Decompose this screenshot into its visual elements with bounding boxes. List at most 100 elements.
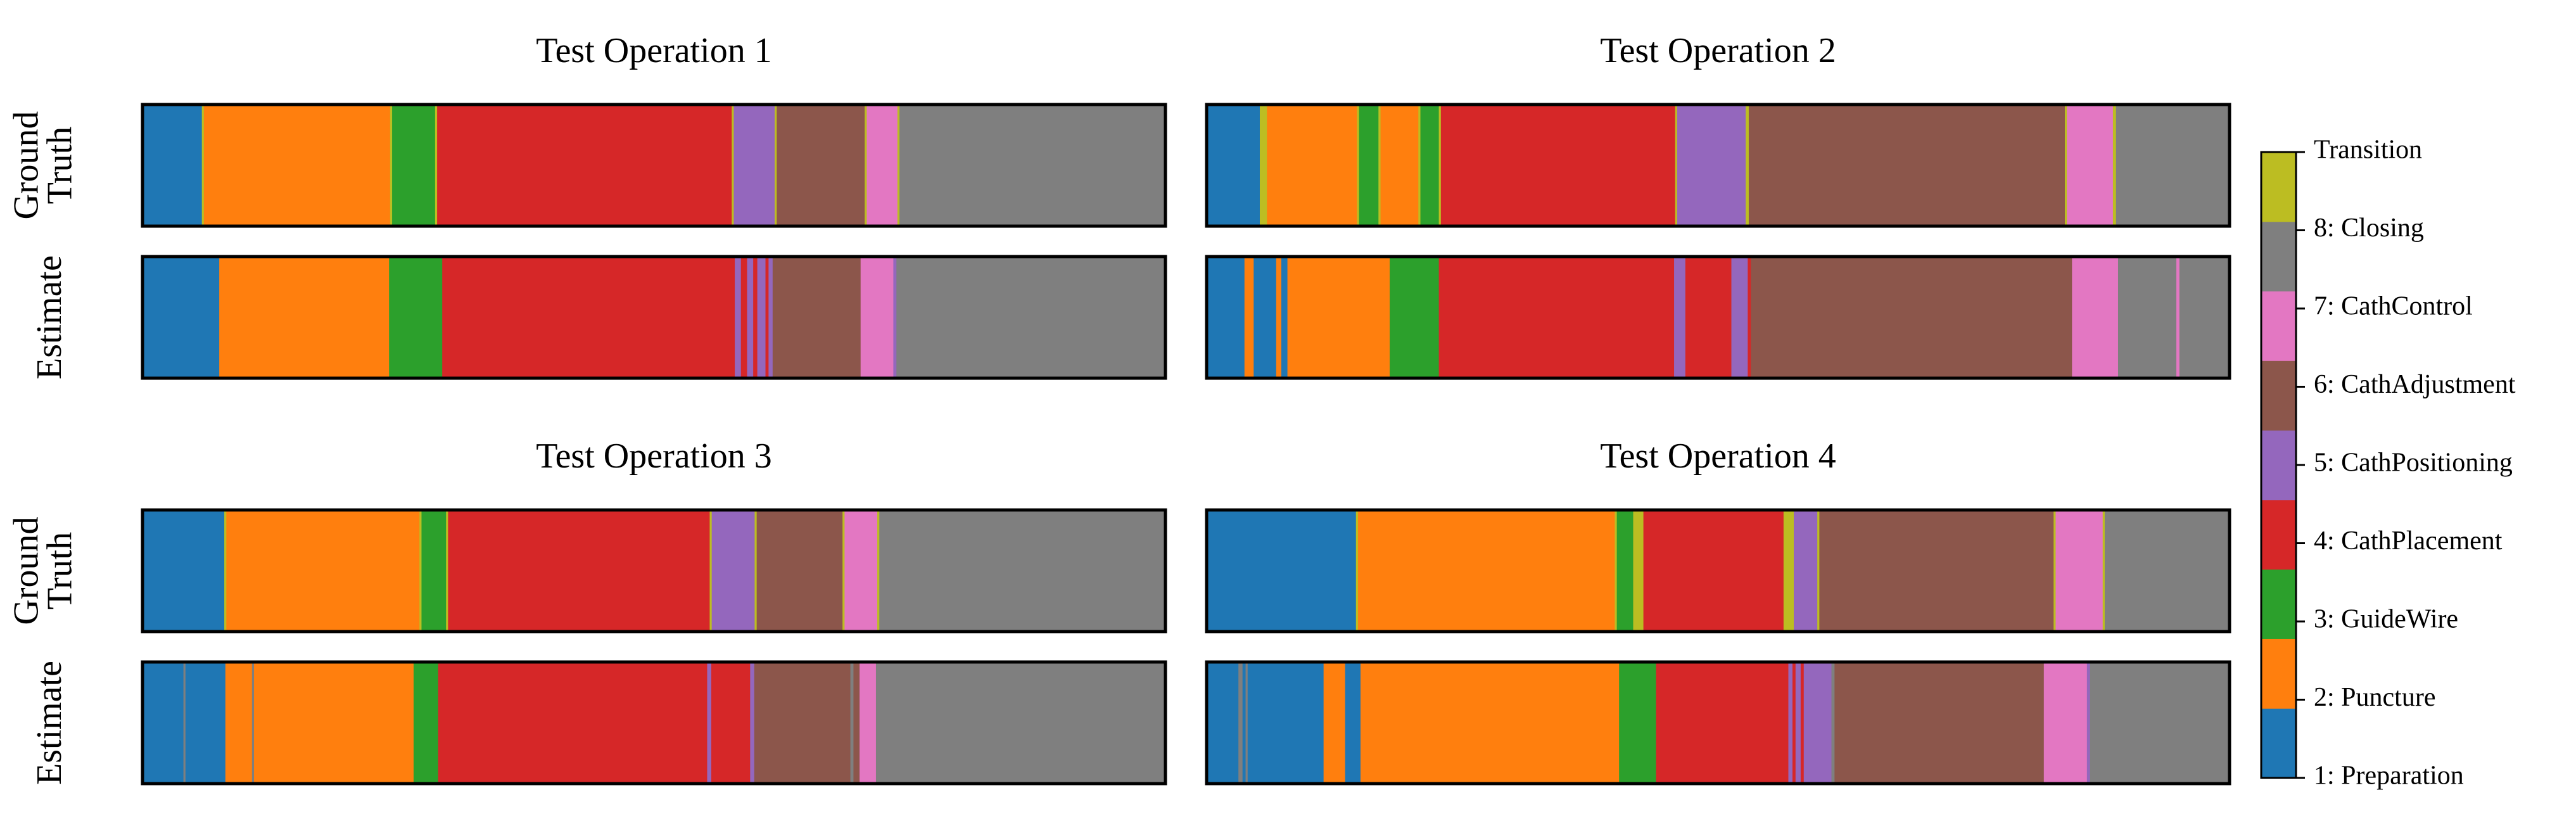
phase-segment-T-3 bbox=[390, 105, 393, 226]
phase-segment-5-12 bbox=[1795, 662, 1801, 784]
colorbar-label-8: 8: Closing bbox=[2314, 213, 2424, 243]
phase-segment-8-14 bbox=[2104, 510, 2230, 632]
phase-segment-8-14 bbox=[879, 510, 1166, 632]
phase-segment-4-7 bbox=[753, 257, 758, 378]
phase-segment-T-9 bbox=[1817, 510, 1820, 632]
phase-segment-3-4 bbox=[1616, 510, 1634, 632]
operation-panel-2: Test Operation 2 bbox=[1205, 31, 2231, 380]
phase-segment-1-0 bbox=[1207, 257, 1245, 378]
phase-segment-5-10 bbox=[1788, 662, 1793, 784]
phase-segment-4-13 bbox=[1800, 662, 1805, 784]
bar-frame bbox=[1205, 508, 2231, 633]
phase-segment-T-5 bbox=[446, 510, 449, 632]
colorbar-label-3: 3: GuideWire bbox=[2314, 605, 2458, 634]
phase-segment-6-14 bbox=[1748, 105, 2065, 226]
colorbar-label-5: 5: CathPositioning bbox=[2314, 449, 2513, 478]
phase-segment-4-7 bbox=[1438, 257, 1675, 378]
phase-segment-T-1 bbox=[224, 510, 227, 632]
phase-segment-T-1 bbox=[1259, 105, 1267, 226]
phase-segment-7-16 bbox=[2067, 105, 2114, 226]
panel-title: Test Operation 1 bbox=[536, 31, 771, 70]
estimate-label: Estimate bbox=[30, 661, 69, 785]
phase-segment-1-4 bbox=[1247, 662, 1324, 784]
phase-segment-8-15 bbox=[875, 662, 1166, 784]
phase-segment-4-9 bbox=[1656, 662, 1789, 784]
colorbar-label-1: 1: Preparation bbox=[2314, 761, 2464, 791]
phase-segment-4-6 bbox=[1643, 510, 1784, 632]
phase-segment-T-3 bbox=[1615, 510, 1618, 632]
phase-segment-5-4 bbox=[735, 257, 742, 378]
phase-segment-2-6 bbox=[1380, 105, 1419, 226]
phase-segment-1-0 bbox=[1207, 105, 1260, 226]
phase-segment-T-7 bbox=[1418, 105, 1421, 226]
ground-truth-label: GroundTruth bbox=[6, 111, 79, 219]
bar-frame bbox=[141, 508, 1167, 633]
phase-segment-8-15 bbox=[1831, 662, 1835, 784]
phase-segment-7-12 bbox=[860, 257, 894, 378]
colorbar-cell-7 bbox=[2261, 291, 2296, 361]
phase-segment-1-6 bbox=[1345, 662, 1361, 784]
phase-segment-8-1 bbox=[183, 662, 186, 784]
phase-segment-7-14 bbox=[860, 662, 877, 784]
phase-segment-8-18 bbox=[2116, 105, 2230, 226]
estimate-bar bbox=[1205, 255, 2231, 380]
operation-panels: Test Operation 1 Test Operation 2 Test Ope… bbox=[141, 31, 2231, 786]
phase-segment-4-9 bbox=[711, 662, 751, 784]
phase-segment-8-3 bbox=[1245, 662, 1248, 784]
phase-segment-4-6 bbox=[437, 105, 732, 226]
phase-segment-5-6 bbox=[747, 257, 754, 378]
phase-segment-5-12 bbox=[1677, 105, 1746, 226]
phase-segment-3-8 bbox=[1619, 662, 1657, 784]
ground-truth-bar bbox=[141, 508, 1167, 633]
colorbar-cell-5 bbox=[2261, 430, 2296, 500]
phase-segment-T-13 bbox=[877, 510, 880, 632]
phase-segment-2-2 bbox=[203, 105, 391, 226]
phase-segment-T-3 bbox=[1357, 105, 1360, 226]
phase-segment-7-15 bbox=[2176, 257, 2180, 378]
phase-segment-1-0 bbox=[1207, 662, 1239, 784]
colorbar-label-7: 7: CathControl bbox=[2314, 292, 2473, 321]
phase-segment-4-9 bbox=[1685, 257, 1732, 378]
phase-segment-1-0 bbox=[1207, 510, 1357, 632]
colorbar-label-T: Transition bbox=[2314, 136, 2422, 165]
phase-segment-8-1 bbox=[1238, 662, 1243, 784]
phase-segment-2-7 bbox=[1360, 662, 1620, 784]
phase-segment-T-11 bbox=[2053, 510, 2057, 632]
phase-segment-2-2 bbox=[226, 510, 420, 632]
phase-segment-6-10 bbox=[756, 510, 843, 632]
phase-segment-5-14 bbox=[1803, 662, 1832, 784]
phase-segment-4-6 bbox=[448, 510, 711, 632]
phase-segment-8-12 bbox=[850, 662, 854, 784]
colorbar-label-6: 6: CathAdjustment bbox=[2314, 370, 2516, 399]
bar-frame bbox=[1205, 103, 2231, 228]
colorbar-cell-4 bbox=[2261, 499, 2296, 570]
phase-segment-7-12 bbox=[866, 105, 898, 226]
phase-segment-T-1 bbox=[201, 105, 205, 226]
operation-panel-1: Test Operation 1 bbox=[141, 31, 1167, 380]
colorbar-cell-3 bbox=[2261, 569, 2296, 639]
phase-segment-1-2 bbox=[1253, 257, 1277, 378]
estimate-bar bbox=[141, 255, 1167, 380]
phase-segment-4-10 bbox=[1440, 105, 1676, 226]
phase-segment-1-4 bbox=[1281, 257, 1288, 378]
phase-segment-5-8 bbox=[1794, 510, 1818, 632]
phase-segment-T-7 bbox=[732, 105, 735, 226]
phase-segment-T-11 bbox=[865, 105, 868, 226]
phase-segment-4-9 bbox=[765, 257, 769, 378]
estimate-bar bbox=[1205, 660, 2231, 786]
phase-segment-4-5 bbox=[740, 257, 748, 378]
phase-segment-T-15 bbox=[2064, 105, 2067, 226]
phase-segment-4-3 bbox=[442, 257, 735, 378]
phase-segment-2-5 bbox=[1323, 662, 1346, 784]
phase-segment-T-7 bbox=[1783, 510, 1794, 632]
panel-title: Test Operation 2 bbox=[1600, 31, 1836, 70]
phase-segment-7-17 bbox=[2043, 662, 2088, 784]
phase-segment-T-5 bbox=[1633, 510, 1644, 632]
phase-segment-7-12 bbox=[2055, 510, 2103, 632]
ground-truth-label-line: Truth bbox=[41, 127, 80, 204]
phase-segment-2-2 bbox=[1358, 510, 1615, 632]
phase-segment-5-8 bbox=[711, 510, 756, 632]
phase-segment-5-8 bbox=[1674, 257, 1686, 378]
phase-segment-T-13 bbox=[897, 105, 900, 226]
